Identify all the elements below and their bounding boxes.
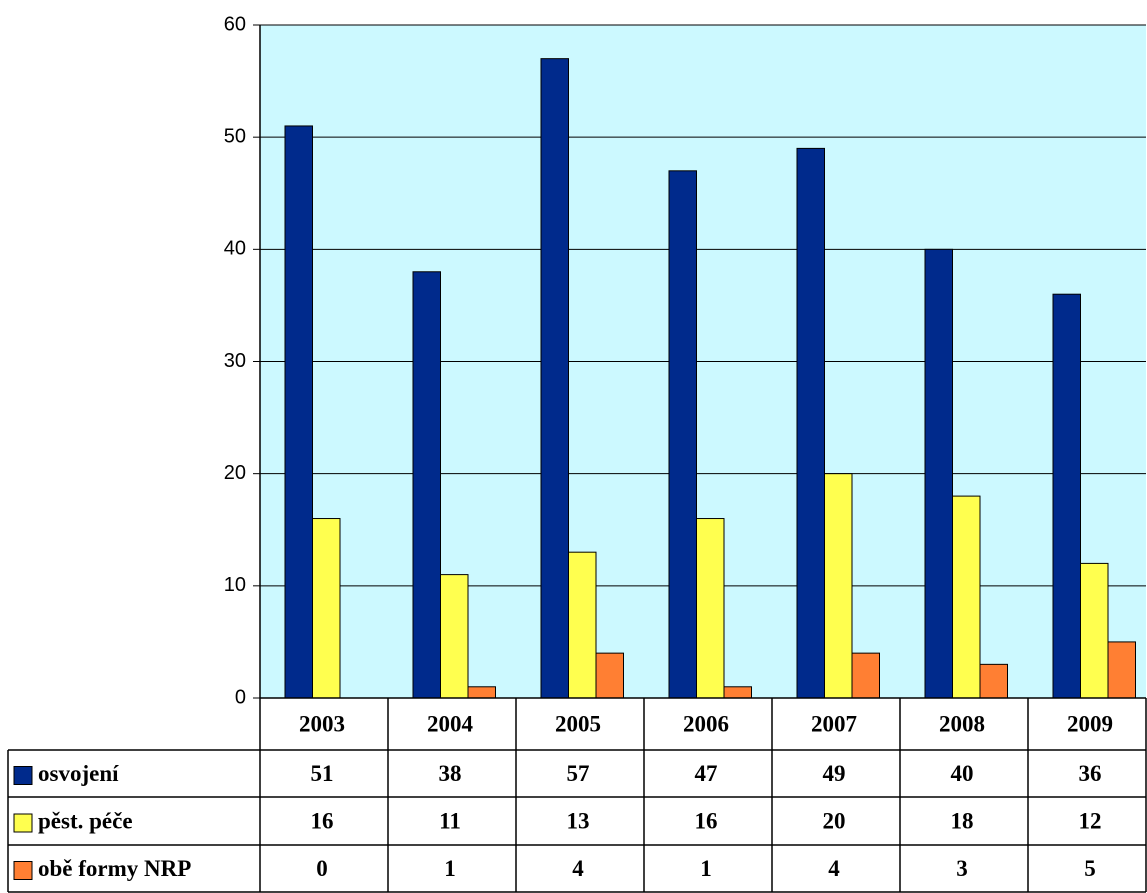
bar [851, 652, 880, 699]
y-tick-label: 40 [224, 238, 246, 260]
y-tick-label: 10 [224, 574, 246, 596]
legend-key [13, 861, 33, 880]
legend-label: pěst. péče [38, 808, 133, 833]
x-tick-label: 2008 [939, 711, 985, 736]
table-value: 1 [700, 856, 712, 881]
table-value: 38 [439, 761, 462, 786]
table-value: 20 [823, 808, 846, 833]
table-value: 36 [1079, 761, 1102, 786]
bar [568, 551, 597, 699]
y-tick-label: 30 [224, 350, 246, 372]
bar [924, 248, 953, 699]
bar [467, 686, 496, 699]
x-tick-label: 2004 [427, 711, 474, 736]
table-value: 4 [572, 856, 584, 881]
bar [979, 663, 1008, 699]
table-value: 4 [828, 856, 840, 881]
table-value: 12 [1079, 808, 1102, 833]
table-value: 13 [567, 808, 590, 833]
legend-label: obě formy NRP [38, 856, 191, 881]
bar [1052, 293, 1081, 699]
bar [824, 473, 853, 699]
bar [796, 147, 825, 699]
bar [1080, 562, 1109, 699]
bar [1107, 641, 1136, 699]
x-tick-label: 2006 [683, 711, 729, 736]
y-tick-label: 20 [224, 462, 246, 484]
y-tick-label: 0 [235, 686, 246, 708]
table-value: 1 [444, 856, 456, 881]
table-value: 0 [316, 856, 328, 881]
bar [412, 271, 441, 699]
legend-key [13, 766, 33, 785]
table-value: 40 [951, 761, 974, 786]
bar [284, 125, 313, 699]
x-tick-label: 2007 [811, 711, 857, 736]
table-value: 3 [956, 856, 968, 881]
table-value: 5 [1084, 856, 1096, 881]
table-value: 57 [567, 761, 590, 786]
bar [952, 495, 981, 699]
table-value: 16 [311, 808, 334, 833]
x-tick-label: 2005 [555, 711, 601, 736]
y-tick-label: 50 [224, 125, 246, 147]
bar [440, 574, 469, 699]
bar [723, 686, 752, 699]
table-value: 16 [695, 808, 718, 833]
x-tick-label: 2009 [1067, 711, 1113, 736]
table-value: 47 [695, 761, 718, 786]
legend-key [13, 813, 33, 833]
bar [540, 58, 569, 699]
bar [312, 518, 341, 699]
bar [696, 518, 725, 699]
table-value: 18 [951, 808, 974, 833]
x-tick-label: 2003 [299, 711, 345, 736]
table-value: 49 [823, 761, 846, 786]
bar [595, 652, 624, 699]
table-value: 11 [439, 808, 461, 833]
bar [668, 170, 697, 699]
y-tick-label: 60 [224, 13, 246, 35]
table-value: 51 [311, 761, 334, 786]
legend-label: osvojení [38, 761, 119, 786]
